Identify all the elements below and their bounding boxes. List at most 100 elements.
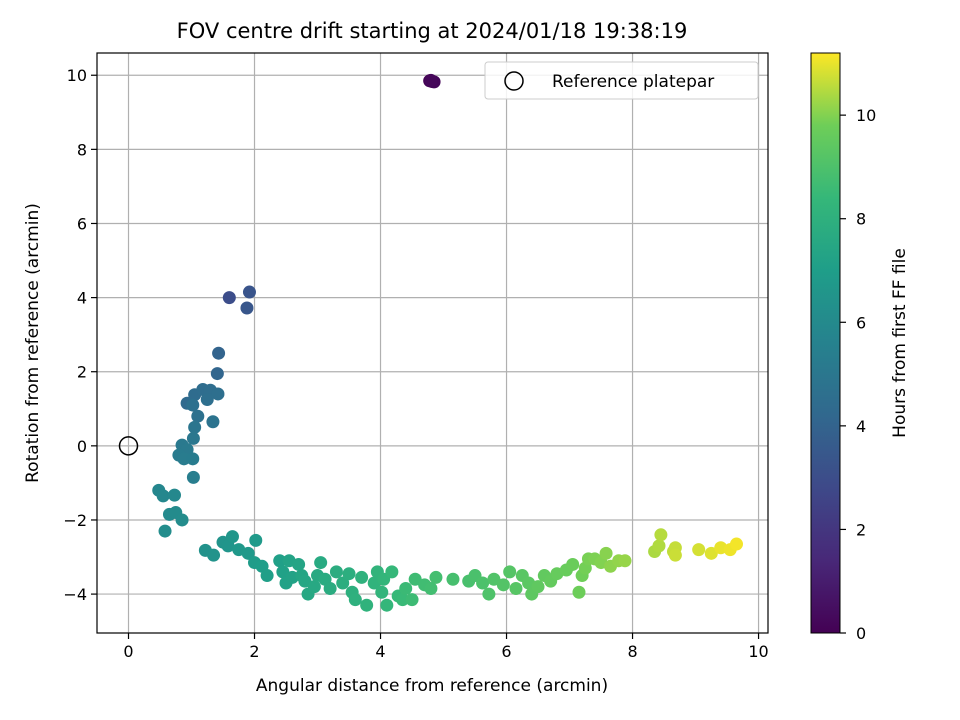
grid-lines [97,53,768,633]
y-tick-label: −4 [63,585,87,604]
scatter-point [307,580,321,594]
scatter-point [273,554,287,568]
scatter-point [496,578,510,592]
colorbar-gradient [810,52,841,634]
scatter-point [336,576,350,590]
scatter-point [355,570,369,584]
x-tick-label: 6 [501,642,511,661]
scatter-point [408,572,422,586]
scatter-point [654,528,668,542]
scatter-point [360,598,374,612]
x-tick-label: 10 [748,642,768,661]
scatter-point [424,73,438,87]
scatter-point [260,569,274,583]
scatter-point [380,598,394,612]
scatter-point [482,587,496,601]
chart-title: FOV centre drift starting at 2024/01/18 … [177,19,688,43]
colorbar-tick-label: 4 [856,417,866,436]
scatter-point [342,567,356,581]
colorbar-tick-label: 0 [856,624,866,643]
scatter-point [249,533,263,547]
scatter-point [429,570,443,584]
scatter-point [314,556,328,570]
scatter-point [599,546,613,560]
scatter-point [158,524,172,538]
scatter-point [186,470,200,484]
scatter-point [405,593,419,607]
scatter-point [503,565,517,579]
scatter-point [175,513,189,527]
scatter-point [241,546,255,560]
scatter-point [446,572,460,586]
y-tick-label: 10 [67,66,87,85]
y-tick-label: 8 [77,140,87,159]
colorbar-tick-label: 2 [856,520,866,539]
scatter-point [200,393,214,407]
scatter-point [186,398,200,412]
scatter-point [207,548,221,562]
scatter-point [729,537,743,551]
scatter-point [348,593,362,607]
reference-platepar-marker [118,436,139,456]
legend-marker [504,71,524,91]
plot-frame [96,52,769,634]
scatter-point [222,291,236,305]
scatter-point [211,387,225,401]
scatter-point [652,539,666,553]
x-tick-label: 4 [375,642,385,661]
scatter-point [476,576,490,590]
x-axis-label: Angular distance from reference (arcmin) [256,676,608,696]
y-axis-ticks: −4 −2 0 2 4 6 8 10 [63,66,97,604]
scatter-point [186,431,200,445]
scatter-point [186,452,200,466]
scatter-point [399,582,413,596]
x-tick-label: 2 [249,642,259,661]
scatter-point [167,488,181,502]
legend-entry-reference-platepar: Reference platepar [552,72,714,92]
colorbar-tick-label: 8 [856,210,866,229]
scatter-point [212,346,226,360]
scatter-point [191,409,205,423]
scatter-point [668,548,682,562]
scatter-point [531,580,545,594]
colorbar-ticks: 0 2 4 6 8 10 [840,106,876,643]
scatter-point [240,301,254,315]
scatter-point [618,554,632,568]
y-tick-label: 0 [77,437,87,456]
colorbar-label: Hours from first FF file [890,248,910,438]
scatter-point [225,530,239,544]
scatter-point [704,546,718,560]
scatter-point [188,420,202,434]
scatter-point [206,415,220,429]
scatter-point [692,543,706,557]
scatter-point [396,593,410,607]
colorbar: 0 2 4 6 8 10 Hours from first FF file [810,52,910,643]
x-tick-label: 8 [627,642,637,661]
scatter-point [323,582,337,596]
colorbar-tick-label: 6 [856,313,866,332]
legend: Reference platepar [484,61,759,100]
scatter-point [509,582,523,596]
scatter-point [292,557,306,571]
x-axis-ticks: 0 2 4 6 8 10 [123,633,769,661]
scatter-point [298,574,312,588]
scatter-point [566,557,580,571]
scatter-point [375,585,389,599]
y-axis-label: Rotation from reference (arcmin) [23,203,43,483]
scatter-point [424,582,438,596]
scatter-point [487,572,501,586]
scatter-point [276,565,290,579]
scatter-point [210,367,224,381]
scatter-point [385,565,399,579]
colorbar-tick-label: 10 [856,106,876,125]
y-tick-label: 6 [77,214,87,233]
scatter-point [242,285,256,299]
y-tick-label: 4 [77,289,87,308]
y-tick-label: −2 [63,511,87,530]
legend-box [484,61,759,100]
scatter-points [152,73,743,612]
scatter-point [572,585,586,599]
scatter-point [156,489,170,503]
y-tick-label: 2 [77,363,87,382]
